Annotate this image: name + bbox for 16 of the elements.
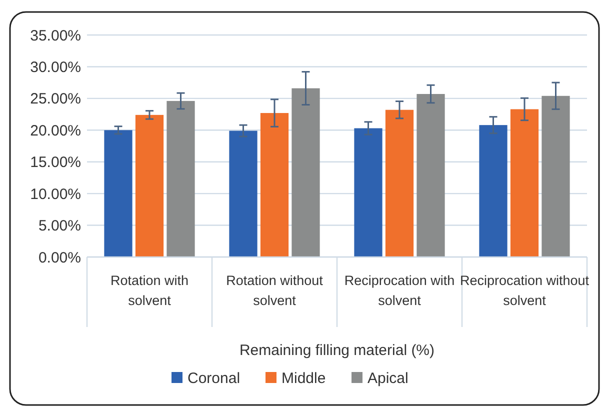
legend-label: Apical	[368, 370, 408, 387]
x-tick-label: Rotation with solvent	[110, 273, 189, 308]
legend-label: Coronal	[188, 370, 240, 387]
y-tick-label: 35.00%	[30, 27, 81, 44]
x-axis-title: Remaining filling material (%)	[239, 342, 435, 359]
y-tick-label: 5.00%	[38, 218, 81, 235]
x-tick-label: Reciprocation with solvent	[344, 273, 455, 308]
y-tick-label: 10.00%	[30, 186, 81, 203]
y-tick-label: 15.00%	[30, 154, 81, 172]
y-tick-label: 30.00%	[30, 58, 81, 76]
x-tick-label: Rotation without solvent	[226, 273, 324, 308]
x-tick-label: Reciprocation without solvent	[460, 273, 590, 308]
y-tick-label: 20.00%	[30, 122, 81, 140]
y-tick-label: 0.00%	[38, 249, 81, 266]
legend-label: Middle	[282, 370, 326, 387]
y-tick-label: 25.00%	[30, 90, 81, 108]
